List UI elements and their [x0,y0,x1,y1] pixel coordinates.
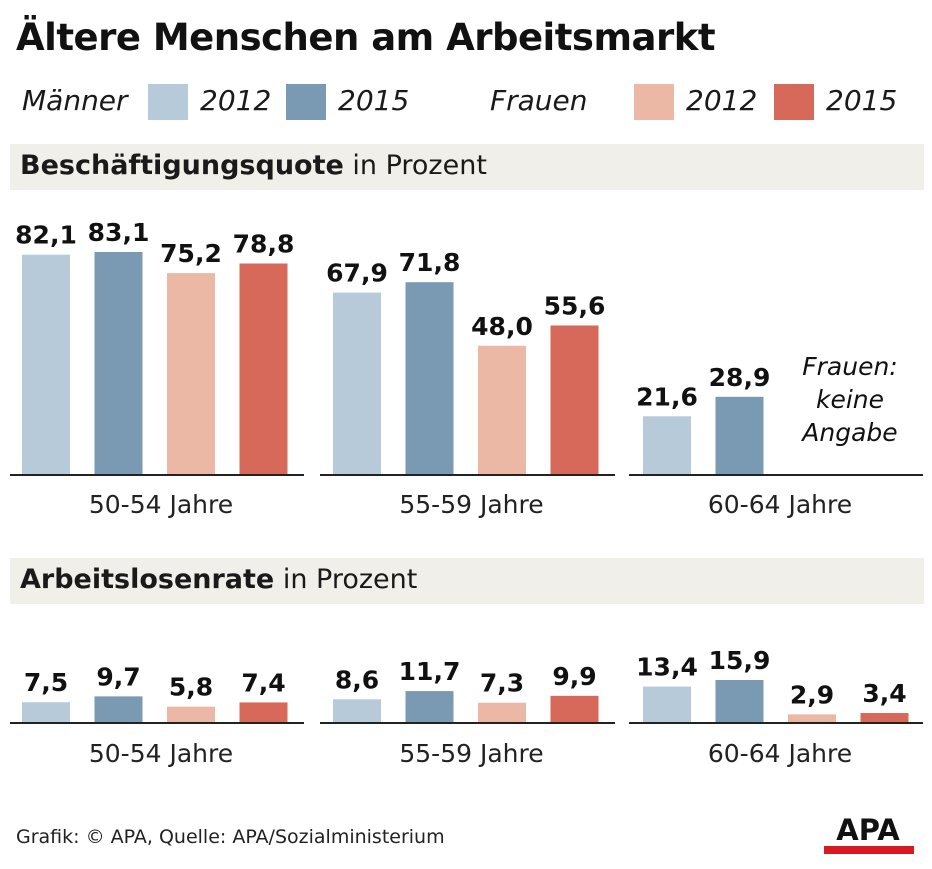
unemployment-bar-men-2012-group-1 [22,702,70,722]
unemployment-value-label-women-2012-group-2: 7,3 [480,669,524,698]
unemployment-bar-women-2015-group-1 [239,702,288,722]
unemployment-title-bold: Arbeitslosenrate [20,564,275,595]
employment-value-label-men-2012-group-2: 67,9 [326,259,388,288]
unemployment-value-label-men-2015-group-3: 15,9 [709,646,771,675]
legend-year-men-2012: 2012 [200,84,272,117]
no-data-annotation-line-2: keine [816,385,884,414]
legend-year-women-2015: 2015 [826,84,898,117]
unemployment-category-label-2: 55-59 Jahre [399,739,543,768]
employment-category-label-2: 55-59 Jahre [399,490,543,519]
employment-bar-men-2012-group-1 [22,254,70,474]
unemployment-bar-women-2012-group-1 [167,706,215,722]
chart-title: Ältere Menschen am Arbeitsmarkt [16,16,716,59]
employment-bar-men-2015-group-2 [405,282,454,474]
employment-section-header: Beschäftigungsquote in Prozent [10,144,924,190]
employment-value-label-men-2015-group-1: 83,1 [88,218,150,247]
unemployment-value-label-men-2015-group-1: 9,7 [96,662,140,691]
legend-year-men-2015: 2015 [338,84,410,117]
legend-women-label: Frauen [490,84,588,117]
employment-title-bold: Beschäftigungsquote [20,150,344,181]
unemployment-bar-women-2015-group-3 [860,713,909,722]
unemployment-value-label-women-2012-group-1: 5,8 [169,673,213,702]
employment-bar-women-2015-group-2 [550,325,599,474]
unemployment-bar-women-2012-group-2 [478,702,526,722]
unemployment-value-label-women-2015-group-1: 7,4 [241,668,285,697]
employment-bar-men-2012-group-2 [333,292,381,474]
unemployment-value-label-men-2012-group-1: 7,5 [24,668,68,697]
unemployment-bar-men-2012-group-2 [333,699,381,722]
legend-swatch-women-2012 [634,84,674,120]
employment-bar-women-2015-group-1 [239,263,288,474]
legend-swatch-women-2015 [774,84,814,120]
employment-value-label-women-2015-group-1: 78,8 [233,229,295,258]
employment-value-label-men-2012-group-1: 82,1 [15,221,77,250]
unemployment-category-label-1: 50-54 Jahre [89,739,233,768]
employment-category-label-3: 60-64 Jahre [708,490,852,519]
unemployment-value-label-men-2012-group-3: 13,4 [636,653,698,682]
unemployment-bar-men-2015-group-2 [405,691,454,722]
employment-bar-men-2015-group-1 [94,252,143,474]
legend-men-label: Männer [22,84,128,117]
employment-value-label-men-2012-group-3: 21,6 [636,382,698,411]
employment-bar-women-2012-group-1 [167,273,215,474]
employment-value-label-women-2015-group-2: 55,6 [544,291,606,320]
unemployment-bar-men-2015-group-3 [715,680,764,722]
unemployment-bar-men-2015-group-1 [94,696,143,722]
legend: Männer 2012 2015 Frauen 2012 2015 [16,80,916,124]
legend-year-women-2012: 2012 [686,84,758,117]
no-data-annotation-line-3: Angabe [800,418,897,447]
unemployment-value-label-men-2012-group-2: 8,6 [335,665,379,694]
employment-value-label-women-2012-group-2: 48,0 [471,312,533,341]
legend-swatch-men-2012 [148,84,188,120]
employment-category-label-1: 50-54 Jahre [89,490,233,519]
source-credit: Grafik: © APA, Quelle: APA/Sozialministe… [16,826,445,848]
employment-bar-men-2012-group-3 [643,416,691,474]
unemployment-bar-men-2012-group-3 [643,686,691,722]
unemployment-title-rest: in Prozent [274,564,418,595]
unemployment-bar-women-2015-group-2 [550,695,599,722]
unemployment-section-header: Arbeitslosenrate in Prozent [10,558,924,604]
no-data-annotation-line-1: Frauen: [802,352,897,381]
employment-value-label-men-2015-group-3: 28,9 [709,363,771,392]
unemployment-value-label-women-2012-group-3: 2,9 [790,680,834,709]
employment-value-label-men-2015-group-2: 71,8 [399,248,461,277]
unemployment-value-label-men-2015-group-2: 11,7 [399,657,461,686]
legend-swatch-men-2015 [286,84,326,120]
employment-bar-men-2015-group-3 [715,396,764,474]
unemployment-category-label-3: 60-64 Jahre [708,739,852,768]
employment-bar-women-2012-group-2 [478,345,526,474]
employment-value-label-women-2012-group-1: 75,2 [160,239,222,268]
unemployment-value-label-women-2015-group-3: 3,4 [862,679,906,708]
employment-title-rest: in Prozent [343,150,487,181]
unemployment-value-label-women-2015-group-2: 9,9 [552,662,596,691]
unemployment-bar-women-2012-group-3 [788,714,836,722]
